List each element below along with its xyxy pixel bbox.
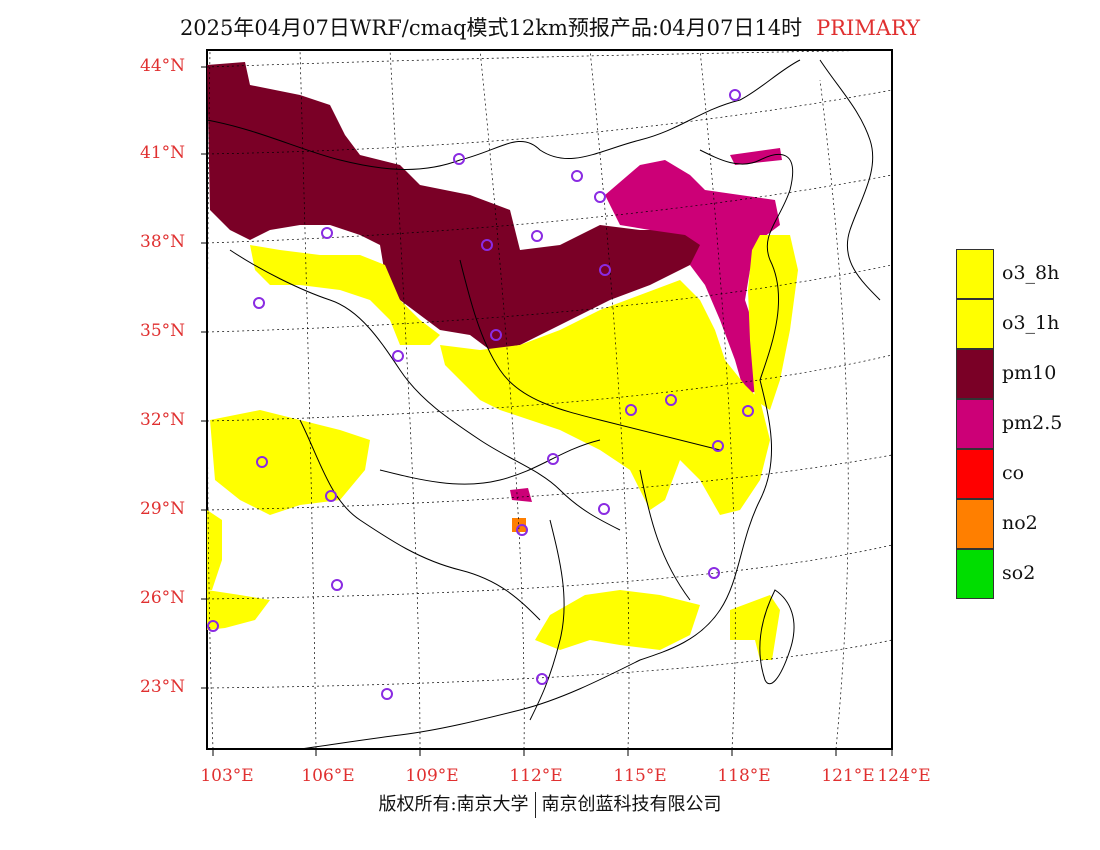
- lat-label: 23°N: [140, 677, 186, 697]
- station-marker: [599, 264, 611, 276]
- copyright-company: 南京创蓝科技有限公司: [541, 794, 722, 815]
- station-marker: [531, 230, 543, 242]
- station-marker: [729, 89, 741, 101]
- legend-label: co: [1002, 462, 1025, 484]
- lon-label: 103°E: [200, 766, 254, 786]
- lat-label: 38°N: [140, 232, 186, 252]
- station-marker: [256, 456, 268, 468]
- legend-swatch: [956, 349, 994, 399]
- o3-region-east: [440, 280, 770, 515]
- legend-swatch: [956, 499, 994, 549]
- station-marker: [708, 567, 720, 579]
- title-main: 2025年04月07日WRF/cmaq模式12km预报产品:04月07日14时: [179, 16, 803, 40]
- lon-label: 118°E: [717, 766, 771, 786]
- footer-divider: [534, 792, 536, 818]
- lat-label: 32°N: [140, 410, 186, 430]
- station-marker: [321, 227, 333, 239]
- station-marker: [331, 579, 343, 591]
- station-marker: [453, 153, 465, 165]
- pm25-patch-central: [510, 488, 532, 502]
- legend-swatch: [956, 399, 994, 449]
- station-marker: [481, 239, 493, 251]
- copyright-footer: 版权所有:南京大学 南京创蓝科技有限公司: [0, 790, 1100, 818]
- lat-label: 35°N: [140, 321, 186, 341]
- legend-swatch: [956, 249, 994, 299]
- station-marker: [516, 524, 528, 536]
- legend-label: o3_1h: [1002, 312, 1060, 334]
- o3-region-north: [250, 245, 440, 345]
- legend-label: no2: [1002, 512, 1038, 534]
- o3-region-west: [210, 410, 370, 515]
- copyright-owner: 版权所有:南京大学: [378, 794, 529, 815]
- station-marker: [742, 405, 754, 417]
- station-marker: [392, 350, 404, 362]
- station-marker: [665, 394, 677, 406]
- station-marker: [712, 440, 724, 452]
- o3-region-coast: [748, 235, 798, 410]
- lon-label: 106°E: [301, 766, 355, 786]
- station-marker: [594, 191, 606, 203]
- o3-region-taiwan-strait: [730, 595, 780, 660]
- o3-region-southwest: [207, 590, 270, 630]
- o3-region-south: [535, 590, 700, 650]
- legend-swatch: [956, 449, 994, 499]
- lat-label: 26°N: [140, 588, 186, 608]
- station-marker: [571, 170, 583, 182]
- station-marker: [253, 297, 265, 309]
- lat-label: 29°N: [140, 499, 186, 519]
- legend-label: pm10: [1002, 362, 1057, 384]
- lon-label: 124°E: [877, 766, 931, 786]
- station-markers: [207, 89, 754, 700]
- station-marker: [207, 620, 219, 632]
- o3-region-far-west: [207, 510, 222, 590]
- boundary-lines: [207, 59, 881, 749]
- lat-label: 44°N: [140, 56, 186, 76]
- legend-label: so2: [1002, 562, 1036, 584]
- title-tag: PRIMARY: [816, 16, 921, 40]
- station-marker: [381, 688, 393, 700]
- axis-ticks: [201, 66, 893, 756]
- station-marker: [536, 673, 548, 685]
- lat-label: 41°N: [140, 143, 186, 163]
- pm25-patch-north: [730, 148, 782, 165]
- pm10-region: [207, 62, 705, 350]
- lon-label: 115°E: [613, 766, 667, 786]
- page-title: 2025年04月07日WRF/cmaq模式12km预报产品:04月07日14时 P…: [0, 12, 1100, 42]
- legend-label: o3_8h: [1002, 262, 1060, 284]
- lon-label: 109°E: [405, 766, 459, 786]
- station-marker: [325, 490, 337, 502]
- station-marker: [547, 453, 559, 465]
- legend-swatch: [956, 549, 994, 599]
- station-marker: [490, 329, 502, 341]
- station-marker: [625, 404, 637, 416]
- legend-label: pm2.5: [1002, 412, 1063, 434]
- pm25-region: [605, 160, 780, 395]
- graticule: [207, 50, 892, 749]
- legend-swatch: [956, 299, 994, 349]
- lon-label: 121°E: [821, 766, 875, 786]
- station-marker: [598, 503, 610, 515]
- lon-label: 112°E: [509, 766, 563, 786]
